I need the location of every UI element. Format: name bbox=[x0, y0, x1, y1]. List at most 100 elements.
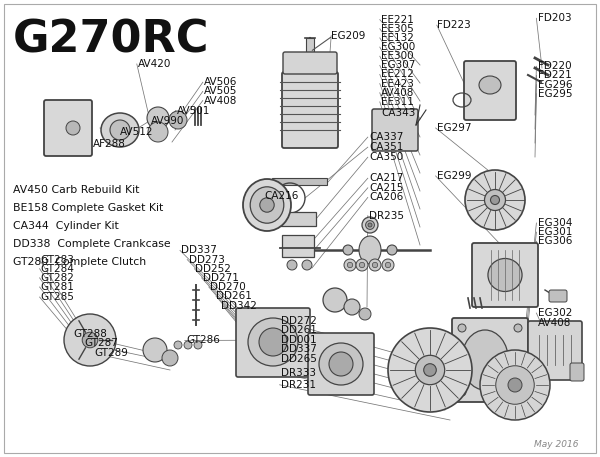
Circle shape bbox=[143, 338, 167, 362]
Bar bbox=[306, 38, 314, 52]
Circle shape bbox=[369, 259, 381, 271]
Text: GT283: GT283 bbox=[41, 255, 74, 265]
Text: GT286: GT286 bbox=[186, 335, 220, 345]
Text: EG300: EG300 bbox=[381, 42, 415, 52]
Circle shape bbox=[169, 111, 187, 129]
Text: AF288: AF288 bbox=[93, 139, 126, 149]
Circle shape bbox=[368, 223, 372, 227]
Ellipse shape bbox=[250, 187, 284, 223]
Circle shape bbox=[359, 262, 365, 268]
Ellipse shape bbox=[101, 113, 139, 147]
Ellipse shape bbox=[479, 76, 501, 94]
Circle shape bbox=[174, 341, 182, 349]
Circle shape bbox=[415, 355, 445, 385]
Circle shape bbox=[424, 364, 436, 376]
Text: EE132: EE132 bbox=[381, 33, 414, 43]
Circle shape bbox=[514, 388, 522, 396]
Text: DD338  Complete Crankcase: DD338 Complete Crankcase bbox=[13, 239, 171, 249]
Circle shape bbox=[365, 221, 374, 229]
FancyBboxPatch shape bbox=[308, 333, 374, 395]
Text: May 2016: May 2016 bbox=[535, 440, 579, 449]
Text: FD220: FD220 bbox=[538, 61, 571, 71]
Text: DR231: DR231 bbox=[281, 380, 316, 390]
Bar bbox=[280, 212, 316, 226]
Text: CA216: CA216 bbox=[264, 191, 298, 201]
Text: CA215: CA215 bbox=[369, 183, 403, 193]
Text: AV408: AV408 bbox=[538, 318, 571, 328]
Text: EG209: EG209 bbox=[331, 31, 365, 41]
Circle shape bbox=[382, 259, 394, 271]
Circle shape bbox=[361, 241, 379, 259]
Circle shape bbox=[458, 324, 466, 332]
Text: FD223: FD223 bbox=[437, 20, 470, 30]
FancyBboxPatch shape bbox=[528, 321, 582, 380]
Circle shape bbox=[259, 328, 287, 356]
Text: CA337: CA337 bbox=[369, 132, 403, 142]
FancyBboxPatch shape bbox=[464, 61, 516, 120]
FancyBboxPatch shape bbox=[452, 318, 528, 402]
Text: CA350: CA350 bbox=[369, 152, 403, 162]
Circle shape bbox=[458, 388, 466, 396]
FancyBboxPatch shape bbox=[570, 363, 584, 381]
Text: AV501: AV501 bbox=[177, 106, 211, 116]
Text: DR333: DR333 bbox=[281, 368, 316, 378]
Text: DD270: DD270 bbox=[210, 282, 246, 292]
Text: EE311: EE311 bbox=[381, 97, 414, 107]
Circle shape bbox=[64, 314, 116, 366]
Circle shape bbox=[147, 107, 169, 129]
Text: AV512: AV512 bbox=[120, 127, 154, 137]
Text: FD221: FD221 bbox=[538, 70, 571, 80]
Text: GT284: GT284 bbox=[41, 264, 74, 274]
Circle shape bbox=[329, 352, 353, 376]
Text: GT285: GT285 bbox=[41, 292, 74, 302]
Circle shape bbox=[496, 366, 534, 404]
Circle shape bbox=[184, 341, 192, 349]
Text: BE158 Complete Gasket Kit: BE158 Complete Gasket Kit bbox=[13, 203, 163, 213]
Bar bbox=[282, 235, 314, 257]
Circle shape bbox=[388, 328, 472, 412]
Text: AV408: AV408 bbox=[204, 96, 238, 106]
Text: EG304: EG304 bbox=[538, 218, 572, 228]
Text: GT280  Complete Clutch: GT280 Complete Clutch bbox=[13, 257, 146, 267]
Circle shape bbox=[66, 121, 80, 135]
Text: AV506: AV506 bbox=[204, 77, 238, 87]
Text: CA351: CA351 bbox=[369, 142, 403, 152]
Text: DD272: DD272 bbox=[281, 316, 317, 326]
Text: DD271: DD271 bbox=[203, 273, 239, 283]
Text: EG302: EG302 bbox=[538, 308, 572, 318]
Text: CA343: CA343 bbox=[381, 108, 415, 118]
FancyBboxPatch shape bbox=[372, 109, 418, 151]
Circle shape bbox=[465, 170, 525, 230]
Text: DD261: DD261 bbox=[216, 291, 252, 301]
Text: EG307: EG307 bbox=[381, 60, 415, 70]
Circle shape bbox=[480, 350, 550, 420]
Text: CA344  Cylinder Kit: CA344 Cylinder Kit bbox=[13, 221, 119, 231]
FancyBboxPatch shape bbox=[282, 72, 338, 148]
Text: DD337: DD337 bbox=[281, 344, 317, 354]
Circle shape bbox=[323, 288, 347, 312]
Text: EG295: EG295 bbox=[538, 89, 572, 99]
Ellipse shape bbox=[488, 259, 522, 292]
Ellipse shape bbox=[461, 330, 508, 390]
Circle shape bbox=[387, 245, 397, 255]
Circle shape bbox=[260, 198, 274, 212]
Text: EG299: EG299 bbox=[437, 171, 472, 181]
Circle shape bbox=[82, 332, 98, 348]
Text: EE423: EE423 bbox=[381, 79, 414, 89]
Text: CA206: CA206 bbox=[369, 192, 403, 202]
Ellipse shape bbox=[243, 179, 291, 231]
Text: AV505: AV505 bbox=[204, 86, 238, 96]
Text: DD265: DD265 bbox=[281, 354, 317, 364]
Text: EG306: EG306 bbox=[538, 236, 572, 246]
FancyBboxPatch shape bbox=[283, 52, 337, 74]
FancyBboxPatch shape bbox=[472, 243, 538, 307]
Circle shape bbox=[485, 190, 505, 211]
Text: AV420: AV420 bbox=[138, 59, 172, 69]
Text: AV408: AV408 bbox=[381, 88, 415, 98]
Circle shape bbox=[344, 259, 356, 271]
Text: FD203: FD203 bbox=[538, 13, 571, 23]
Ellipse shape bbox=[319, 343, 363, 385]
Text: EG301: EG301 bbox=[538, 227, 572, 237]
Bar bbox=[272, 178, 327, 185]
Text: CA217: CA217 bbox=[369, 173, 403, 183]
